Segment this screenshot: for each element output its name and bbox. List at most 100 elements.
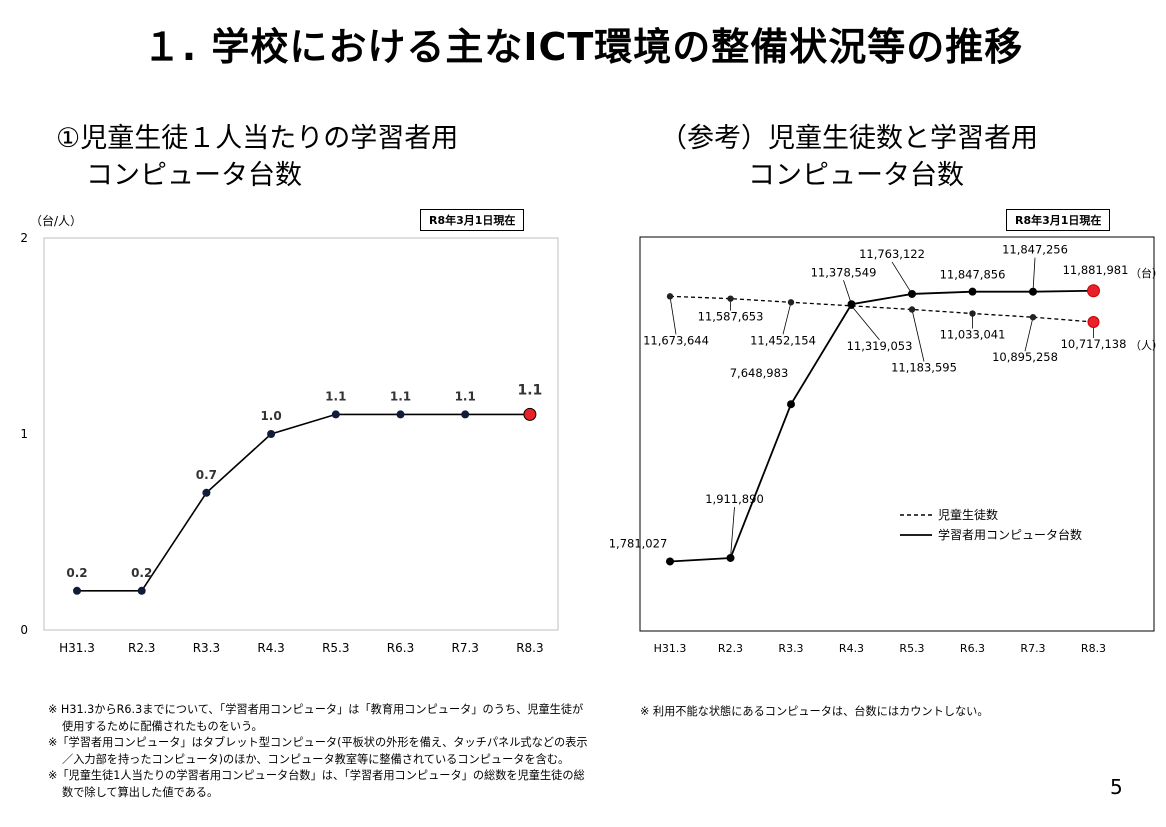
computers-data-label: 11,847,856 <box>940 268 1006 282</box>
computers-unit-label: （台） <box>1130 266 1163 280</box>
left-chart-title: ①児童生徒１人当たりの学習者用 コンピュータ台数 <box>56 120 458 194</box>
right-as-of-badge: R8年3月1日現在 <box>1006 209 1111 231</box>
right-chart-title-line2: コンピュータ台数 <box>748 160 964 191</box>
computers-data-point <box>847 300 856 309</box>
left-plot-area <box>43 237 559 631</box>
students-data-point <box>908 306 916 313</box>
computers-series-line <box>669 289 1094 563</box>
computers-leader-line <box>891 261 913 295</box>
students-leader-line <box>782 302 792 335</box>
students-leader-line <box>669 296 677 335</box>
computers-data-point <box>666 557 674 566</box>
left-data-label: 1.0 <box>260 409 281 423</box>
left-x-tick-label: H31.3 <box>59 641 95 655</box>
left-data-point <box>267 430 276 438</box>
left-y-axis-unit: （台/人） <box>30 214 83 228</box>
left-data-label: 1.1 <box>455 389 476 403</box>
left-data-label: 0.2 <box>66 566 87 580</box>
computers-data-point <box>968 287 977 296</box>
students-data-label: 11,452,154 <box>750 333 816 347</box>
left-chart-title-line2: コンピュータ台数 <box>86 160 302 191</box>
computers-leader-line <box>730 506 735 558</box>
left-data-point <box>137 586 146 595</box>
computers-data-label: 11,763,122 <box>859 247 925 261</box>
left-data-label: 1.1 <box>325 389 346 403</box>
right-chart-title-line1: （参考）児童生徒数と学習者用 <box>660 123 1038 154</box>
left-chart: 0 1 2 H31.3 R2.3 R3.3 R4.3 R5.3 R6.3 R7.3 R8.3 0.2 0… <box>20 231 543 655</box>
right-x-tick-label: H31.3 <box>654 642 687 655</box>
students-data-point <box>727 295 734 302</box>
note-item: ※ H31.3からR6.3までについて、「学習者用コンピュータ」は「教育用コンピ… <box>48 703 584 733</box>
students-leader-line <box>851 305 880 341</box>
left-notes: ※ H31.3からR6.3までについて、「学習者用コンピュータ」は「教育用コンピ… <box>48 702 593 801</box>
right-x-tick-label: R4.3 <box>839 642 864 655</box>
right-note: ※ 利用不能な状態にあるコンピュータは、台数にはカウントしない。 <box>640 705 989 718</box>
left-latest-point <box>523 407 537 421</box>
computers-data-label: 11,881,981 <box>1063 263 1129 277</box>
students-data-point <box>787 299 795 306</box>
students-data-label: 11,183,595 <box>891 360 957 374</box>
computers-data-point <box>726 553 735 562</box>
computers-leader-line <box>843 280 852 305</box>
students-leader-line <box>1024 317 1034 352</box>
left-chart-title-line1: ①児童生徒１人当たりの学習者用 <box>56 123 459 154</box>
left-x-tick-label: R4.3 <box>257 641 284 655</box>
computers-data-label: 7,648,983 <box>730 366 789 380</box>
right-chart-legend: 児童生徒数 学習者用コンピュータ台数 <box>900 507 1082 542</box>
students-latest-point <box>1087 315 1100 328</box>
left-data-label: 0.2 <box>131 566 152 580</box>
legend-label-computers: 学習者用コンピュータ台数 <box>938 527 1082 542</box>
left-data-label: 1.1 <box>390 389 411 403</box>
students-data-label: 10,717,138 <box>1061 337 1127 351</box>
students-data-point <box>969 310 976 317</box>
computers-latest-point <box>1087 284 1100 298</box>
left-x-tick-label: R5.3 <box>322 641 349 655</box>
right-chart-title: （参考）児童生徒数と学習者用 コンピュータ台数 <box>660 120 1038 194</box>
left-data-point <box>396 410 405 419</box>
right-x-tick-label: R5.3 <box>899 642 924 655</box>
students-data-label: 11,673,644 <box>643 333 709 347</box>
computers-data-label: 11,847,256 <box>1002 243 1068 257</box>
computers-data-label: 11,378,549 <box>811 265 877 279</box>
right-x-tick-label: R2.3 <box>718 642 743 655</box>
left-x-tick-label: R6.3 <box>387 641 414 655</box>
right-x-tick-label: R6.3 <box>960 642 985 655</box>
computers-leader-line <box>1032 257 1036 292</box>
right-chart: H31.3 R2.3 R3.3 R4.3 R5.3 R6.3 R7.3 R8.3 11,673,… <box>609 243 1163 655</box>
left-x-tick-label: R2.3 <box>128 641 155 655</box>
left-y-tick-label: 0 <box>20 623 28 637</box>
left-series-line <box>77 413 530 592</box>
left-x-tick-label: R7.3 <box>451 641 478 655</box>
right-x-tick-label: R8.3 <box>1081 642 1106 655</box>
left-data-label: 1.1 <box>517 382 542 398</box>
page-number: 5 <box>1110 775 1123 799</box>
left-data-point <box>461 410 470 419</box>
students-unit-label: （人） <box>1130 339 1163 352</box>
right-x-tick-label: R7.3 <box>1020 642 1045 655</box>
left-y-tick-label: 1 <box>20 427 28 441</box>
students-data-point <box>1029 314 1037 321</box>
left-y-tick-label: 2 <box>20 231 28 245</box>
right-x-tick-label: R3.3 <box>778 642 803 655</box>
legend-label-students: 児童生徒数 <box>938 507 998 522</box>
computers-data-label: 1,781,027 <box>609 536 668 550</box>
students-data-label: 11,319,053 <box>847 339 913 353</box>
left-as-of-badge: R8年3月1日現在 <box>420 209 525 231</box>
left-x-tick-label: R8.3 <box>516 641 543 655</box>
students-series-line <box>669 295 1094 323</box>
page-title: １. 学校における主なICT環境の整備状況等の推移 <box>142 25 1024 69</box>
students-data-point <box>666 293 674 300</box>
left-x-tick-label: R3.3 <box>193 641 220 655</box>
computers-data-label: 1,911,890 <box>705 492 764 506</box>
note-item: ※「学習者用コンピュータ」はタブレット型コンピュータ(平板状の外形を備え、タッチ… <box>48 736 588 766</box>
computers-data-point <box>908 289 916 298</box>
left-data-point <box>202 488 211 497</box>
students-data-label: 10,895,258 <box>992 350 1058 364</box>
computers-data-point <box>787 400 795 409</box>
students-data-label: 11,033,041 <box>940 328 1006 342</box>
left-data-point <box>73 586 81 595</box>
left-data-point <box>331 410 340 419</box>
left-data-label: 0.7 <box>196 468 217 482</box>
students-leader-line <box>911 309 925 362</box>
